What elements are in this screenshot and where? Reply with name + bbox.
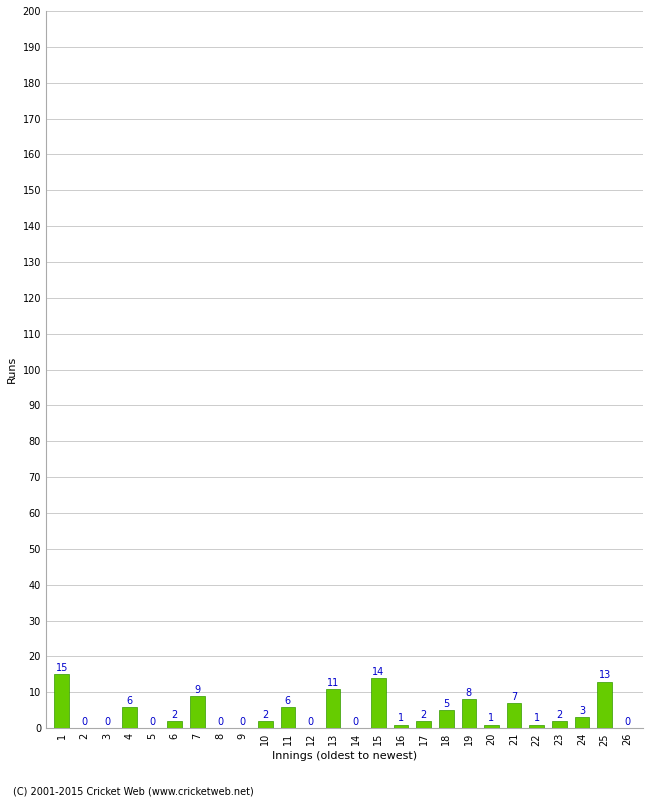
Bar bbox=[326, 689, 341, 728]
Text: 1: 1 bbox=[534, 714, 540, 723]
Text: 13: 13 bbox=[599, 670, 611, 681]
Text: 2: 2 bbox=[172, 710, 178, 720]
Text: 0: 0 bbox=[217, 717, 223, 727]
Text: 14: 14 bbox=[372, 667, 385, 677]
Bar bbox=[597, 682, 612, 728]
Bar bbox=[258, 721, 272, 728]
Text: (C) 2001-2015 Cricket Web (www.cricketweb.net): (C) 2001-2015 Cricket Web (www.cricketwe… bbox=[13, 786, 254, 796]
Bar bbox=[168, 721, 182, 728]
Text: 8: 8 bbox=[466, 688, 472, 698]
Text: 0: 0 bbox=[307, 717, 313, 727]
Bar bbox=[122, 706, 137, 728]
Text: 11: 11 bbox=[327, 678, 339, 688]
Text: 9: 9 bbox=[194, 685, 200, 694]
Text: 2: 2 bbox=[262, 710, 268, 720]
Bar bbox=[484, 725, 499, 728]
Bar bbox=[439, 710, 454, 728]
Y-axis label: Runs: Runs bbox=[7, 356, 17, 383]
Text: 3: 3 bbox=[579, 706, 585, 716]
Bar bbox=[529, 725, 544, 728]
Text: 5: 5 bbox=[443, 699, 449, 709]
Bar bbox=[575, 718, 590, 728]
Text: 7: 7 bbox=[511, 692, 517, 702]
Bar bbox=[552, 721, 567, 728]
Text: 15: 15 bbox=[55, 663, 68, 674]
Text: 0: 0 bbox=[81, 717, 87, 727]
Text: 6: 6 bbox=[285, 695, 291, 706]
Text: 0: 0 bbox=[240, 717, 246, 727]
Bar bbox=[462, 699, 476, 728]
Text: 1: 1 bbox=[488, 714, 495, 723]
Bar bbox=[371, 678, 385, 728]
Bar bbox=[55, 674, 69, 728]
Bar bbox=[507, 703, 521, 728]
X-axis label: Innings (oldest to newest): Innings (oldest to newest) bbox=[272, 751, 417, 761]
Bar bbox=[394, 725, 408, 728]
Text: 0: 0 bbox=[149, 717, 155, 727]
Text: 0: 0 bbox=[353, 717, 359, 727]
Bar bbox=[416, 721, 431, 728]
Text: 0: 0 bbox=[624, 717, 630, 727]
Text: 1: 1 bbox=[398, 714, 404, 723]
Text: 2: 2 bbox=[421, 710, 427, 720]
Text: 0: 0 bbox=[104, 717, 110, 727]
Bar bbox=[281, 706, 295, 728]
Bar bbox=[190, 696, 205, 728]
Text: 2: 2 bbox=[556, 710, 562, 720]
Text: 6: 6 bbox=[127, 695, 133, 706]
